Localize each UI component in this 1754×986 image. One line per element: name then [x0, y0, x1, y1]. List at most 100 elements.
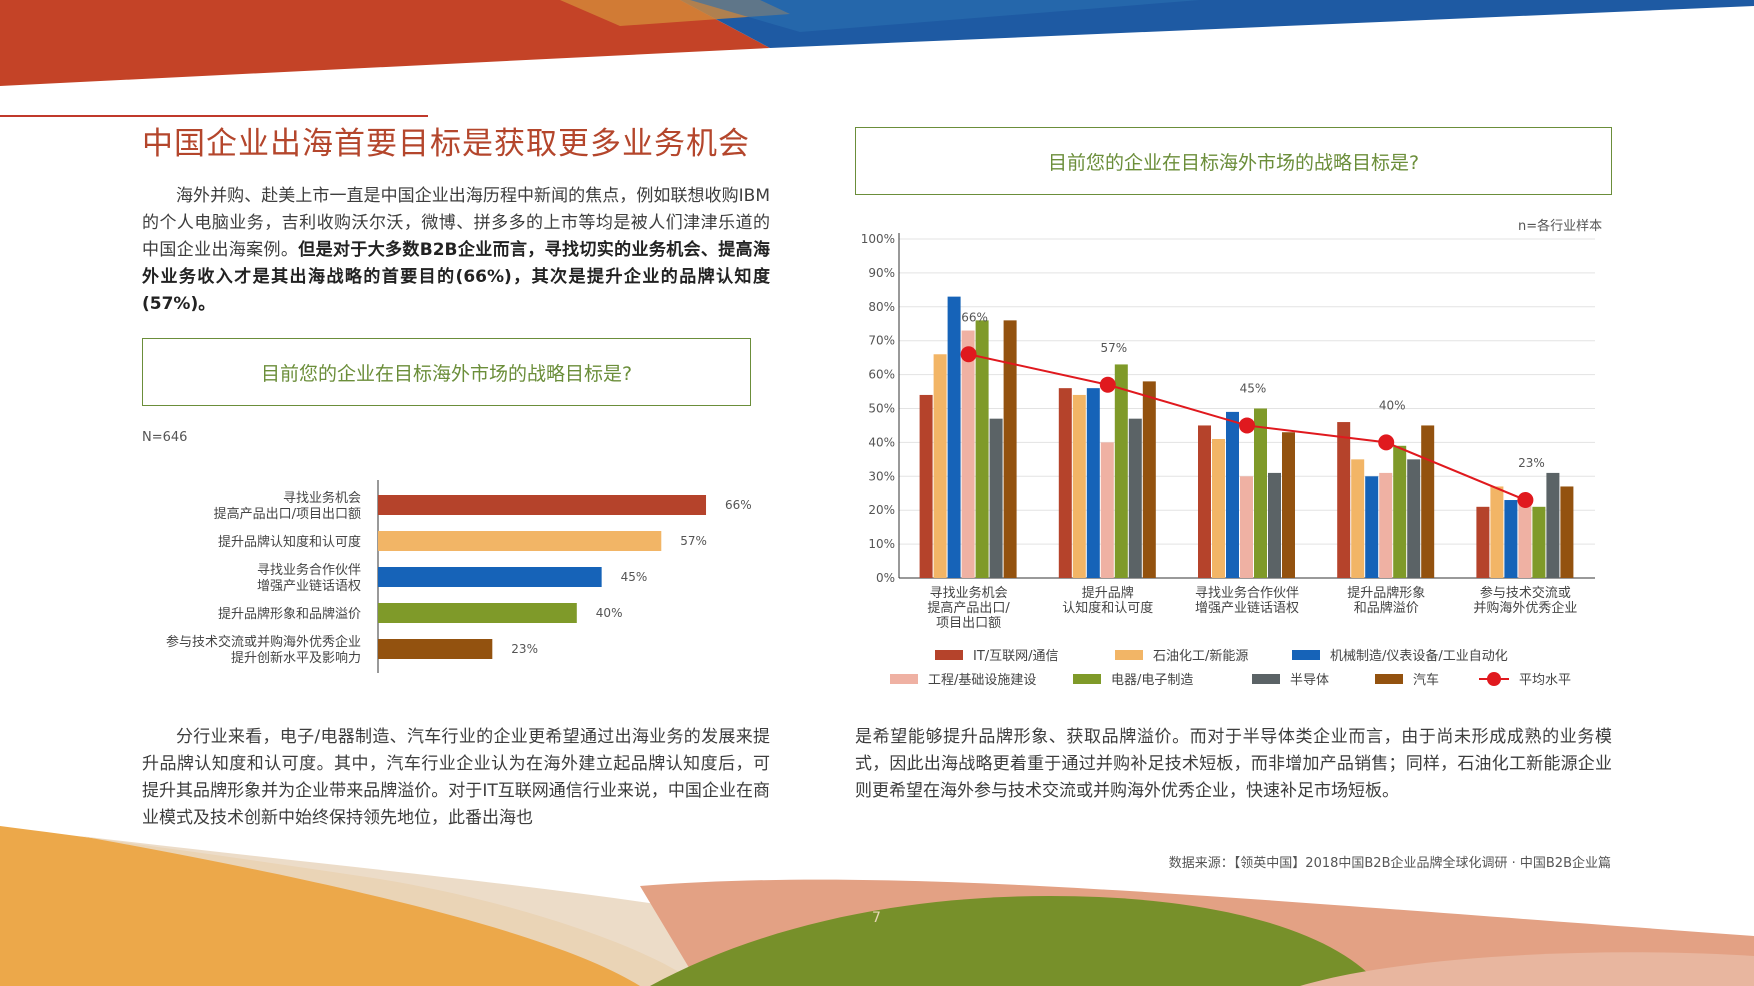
page-number: 7	[872, 910, 881, 926]
right-chart-average-point	[1378, 434, 1395, 451]
legend-swatch	[890, 674, 918, 684]
right-chart-bar	[1393, 445, 1407, 578]
right-chart-category-label: 项目出口额	[936, 616, 1001, 631]
right-chart-category-label: 和品牌溢价	[1354, 600, 1419, 616]
legend-swatch	[1292, 650, 1320, 660]
right-chart-bar	[1226, 411, 1239, 578]
data-source: 数据来源：【领英中国】2018中国B2B企业品牌全球化调研 · 中国B2B企业篇	[1168, 856, 1611, 871]
right-chart-y-tick: 70%	[868, 334, 895, 348]
left-chart-category-label: 提升品牌认知度和认可度	[218, 534, 361, 550]
right-chart-bar	[1351, 459, 1365, 578]
right-chart-bar	[1100, 442, 1114, 578]
legend-label: 石油化工/新能源	[1153, 648, 1248, 664]
right-clustered-chart: 0%10%20%30%40%50%60%70%80%90%100%寻找业务机会提…	[861, 232, 1595, 688]
intro-bold-text: 但是对于大多数B2B企业而言，寻找切实的业务机会、提高海外业务收入才是其出海战略…	[142, 240, 770, 314]
right-chart-average-label: 45%	[1240, 381, 1267, 395]
right-chart-bar	[933, 354, 947, 578]
right-chart-y-tick: 100%	[861, 232, 895, 246]
right-chart-bar	[1518, 496, 1532, 578]
left-chart-category-label: 提升品牌形象和品牌溢价	[218, 606, 361, 622]
right-chart-average-label: 40%	[1379, 398, 1406, 412]
right-chart-bar	[1198, 425, 1211, 578]
legend-swatch	[1375, 674, 1403, 684]
left-chart-category-label: 增强产业链话语权	[257, 578, 361, 594]
right-chart-y-tick: 60%	[868, 368, 895, 382]
right-chart-category-label: 并购海外优秀企业	[1473, 600, 1577, 616]
left-chart-bar	[378, 567, 602, 587]
right-chart-bar	[947, 296, 961, 578]
right-chart-bar	[1476, 506, 1490, 578]
right-bottom-paragraph: 是希望能够提升品牌形象、获取品牌溢价。而对于半导体类企业而言，由于尚未形成成熟的…	[855, 727, 1612, 801]
right-chart-bar	[1268, 472, 1281, 578]
right-chart-bar	[1086, 388, 1100, 578]
left-question-box: 目前您的企业在目标海外市场的战略目标是?	[142, 338, 751, 406]
right-chart-y-tick: 90%	[868, 266, 895, 280]
left-chart-category-label: 参与技术交流或并购海外优秀企业	[166, 634, 361, 650]
left-sample-note: N=646	[142, 430, 188, 445]
left-chart-value-label: 66%	[725, 498, 752, 512]
left-chart-value-label: 45%	[621, 570, 648, 584]
right-chart-category-label: 参与技术交流或	[1480, 585, 1571, 601]
left-chart-bar	[378, 531, 662, 551]
right-chart-bar	[1421, 425, 1435, 578]
right-chart-y-tick: 40%	[868, 435, 895, 449]
title-rule	[0, 115, 428, 117]
left-chart-bar	[378, 495, 707, 515]
left-chart-category-label: 寻找业务机会	[283, 490, 361, 506]
left-chart-bar	[378, 603, 577, 623]
decorative-header-band	[0, 0, 1754, 86]
legend-label: 工程/基础设施建设	[928, 673, 1036, 688]
right-chart-bar	[1560, 486, 1574, 578]
right-chart-bar	[989, 418, 1003, 578]
right-chart-bar	[1114, 364, 1128, 578]
right-chart-bar	[1365, 476, 1379, 578]
right-chart-bar	[975, 320, 989, 578]
left-chart-value-label: 23%	[511, 642, 538, 656]
right-chart-category-label: 增强产业链话语权	[1195, 600, 1299, 616]
right-chart-average-label: 23%	[1518, 456, 1545, 470]
legend-swatch	[1252, 674, 1280, 684]
right-chart-bar	[1407, 459, 1421, 578]
right-chart-average-label: 57%	[1100, 341, 1127, 355]
left-question-text: 目前您的企业在目标海外市场的战略目标是?	[260, 362, 633, 385]
decorative-footer-band	[0, 826, 1754, 986]
right-chart-bar	[1532, 506, 1546, 578]
left-chart-bar	[378, 639, 493, 659]
legend-label: IT/互联网/通信	[973, 649, 1059, 664]
legend-label: 电器/电子制造	[1111, 673, 1193, 688]
right-chart-bar	[1212, 439, 1225, 578]
right-chart-bar	[961, 330, 975, 578]
right-chart-bar	[1254, 408, 1267, 578]
right-chart-bar	[1128, 418, 1142, 578]
right-chart-average-point	[1239, 417, 1255, 434]
right-sample-note: n=各行业样本	[1518, 219, 1603, 234]
right-question-box: 目前您的企业在目标海外市场的战略目标是?	[855, 127, 1612, 195]
left-chart-value-label: 40%	[596, 606, 623, 620]
legend-swatch	[1115, 650, 1143, 660]
right-chart-bar	[1504, 500, 1518, 578]
left-chart-category-label: 寻找业务合作伙伴	[257, 562, 361, 578]
right-question-text: 目前您的企业在目标海外市场的战略目标是?	[1047, 151, 1420, 174]
left-chart-category-label: 提高产品出口/项目出口额	[214, 506, 361, 522]
legend-label: 汽车	[1413, 672, 1439, 688]
right-chart-bar	[1142, 381, 1156, 578]
right-chart-average-label: 66%	[961, 310, 988, 324]
right-chart-bar	[1379, 472, 1393, 578]
right-chart-y-tick: 30%	[868, 469, 895, 483]
legend-point-swatch	[1487, 672, 1501, 686]
left-chart-category-label: 提升创新水平及影响力	[231, 650, 361, 666]
right-chart-bar	[1546, 472, 1560, 578]
right-chart-bar	[1240, 476, 1253, 578]
left-chart-value-label: 57%	[680, 534, 707, 548]
intro-text: 海外并购、赴美上市一直是中国企业出海历程中新闻的焦点，例如联想收购IBM的个人电…	[142, 186, 770, 260]
right-chart-bar	[1337, 422, 1351, 578]
right-chart-category-label: 提升品牌形象	[1347, 585, 1425, 601]
right-chart-bar	[1058, 388, 1072, 578]
right-chart-category-label: 提高产品出口/	[927, 600, 1010, 616]
legend-swatch	[1073, 674, 1101, 684]
right-chart-y-tick: 0%	[876, 571, 895, 585]
right-chart-y-tick: 20%	[868, 503, 895, 517]
right-chart-bar	[1490, 486, 1504, 578]
right-chart-y-tick: 80%	[868, 300, 895, 314]
right-chart-bar	[919, 394, 933, 578]
